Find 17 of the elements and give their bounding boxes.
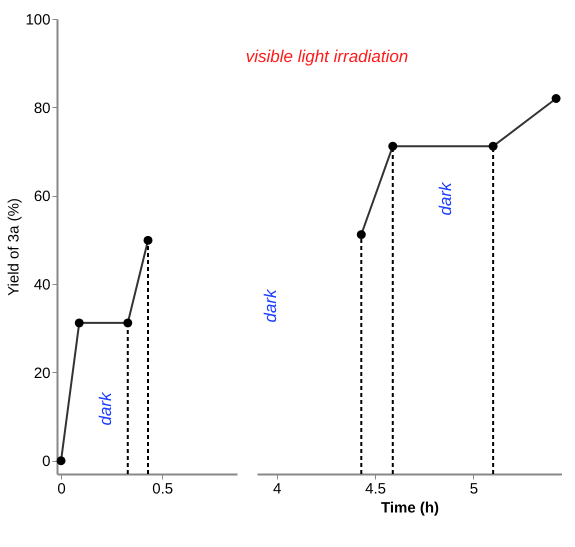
y-tick-label: 60	[34, 188, 50, 206]
x-tick-label: 4.5	[365, 480, 386, 498]
annotation: dark	[96, 390, 115, 426]
x-tick-label: 5	[470, 480, 478, 498]
annotation: visible light irradiation	[246, 47, 408, 66]
y-tick-label: 0	[42, 453, 50, 470]
y-tick-label: 20	[34, 364, 50, 382]
x-axis-title: Time (h)	[380, 500, 440, 516]
x-tick-label: 4	[273, 480, 282, 498]
annotation: dark	[261, 288, 280, 323]
y-tick-label: 80	[34, 100, 50, 117]
y-tick-label: 40	[34, 276, 50, 294]
annotation: dark	[436, 180, 455, 216]
y-tick-label: 100	[25, 12, 50, 28]
x-tick-label: 0.5	[152, 480, 174, 498]
x-tick-label: 0	[57, 480, 66, 498]
y-axis-title: Yield of 3a (%)	[5, 198, 22, 296]
